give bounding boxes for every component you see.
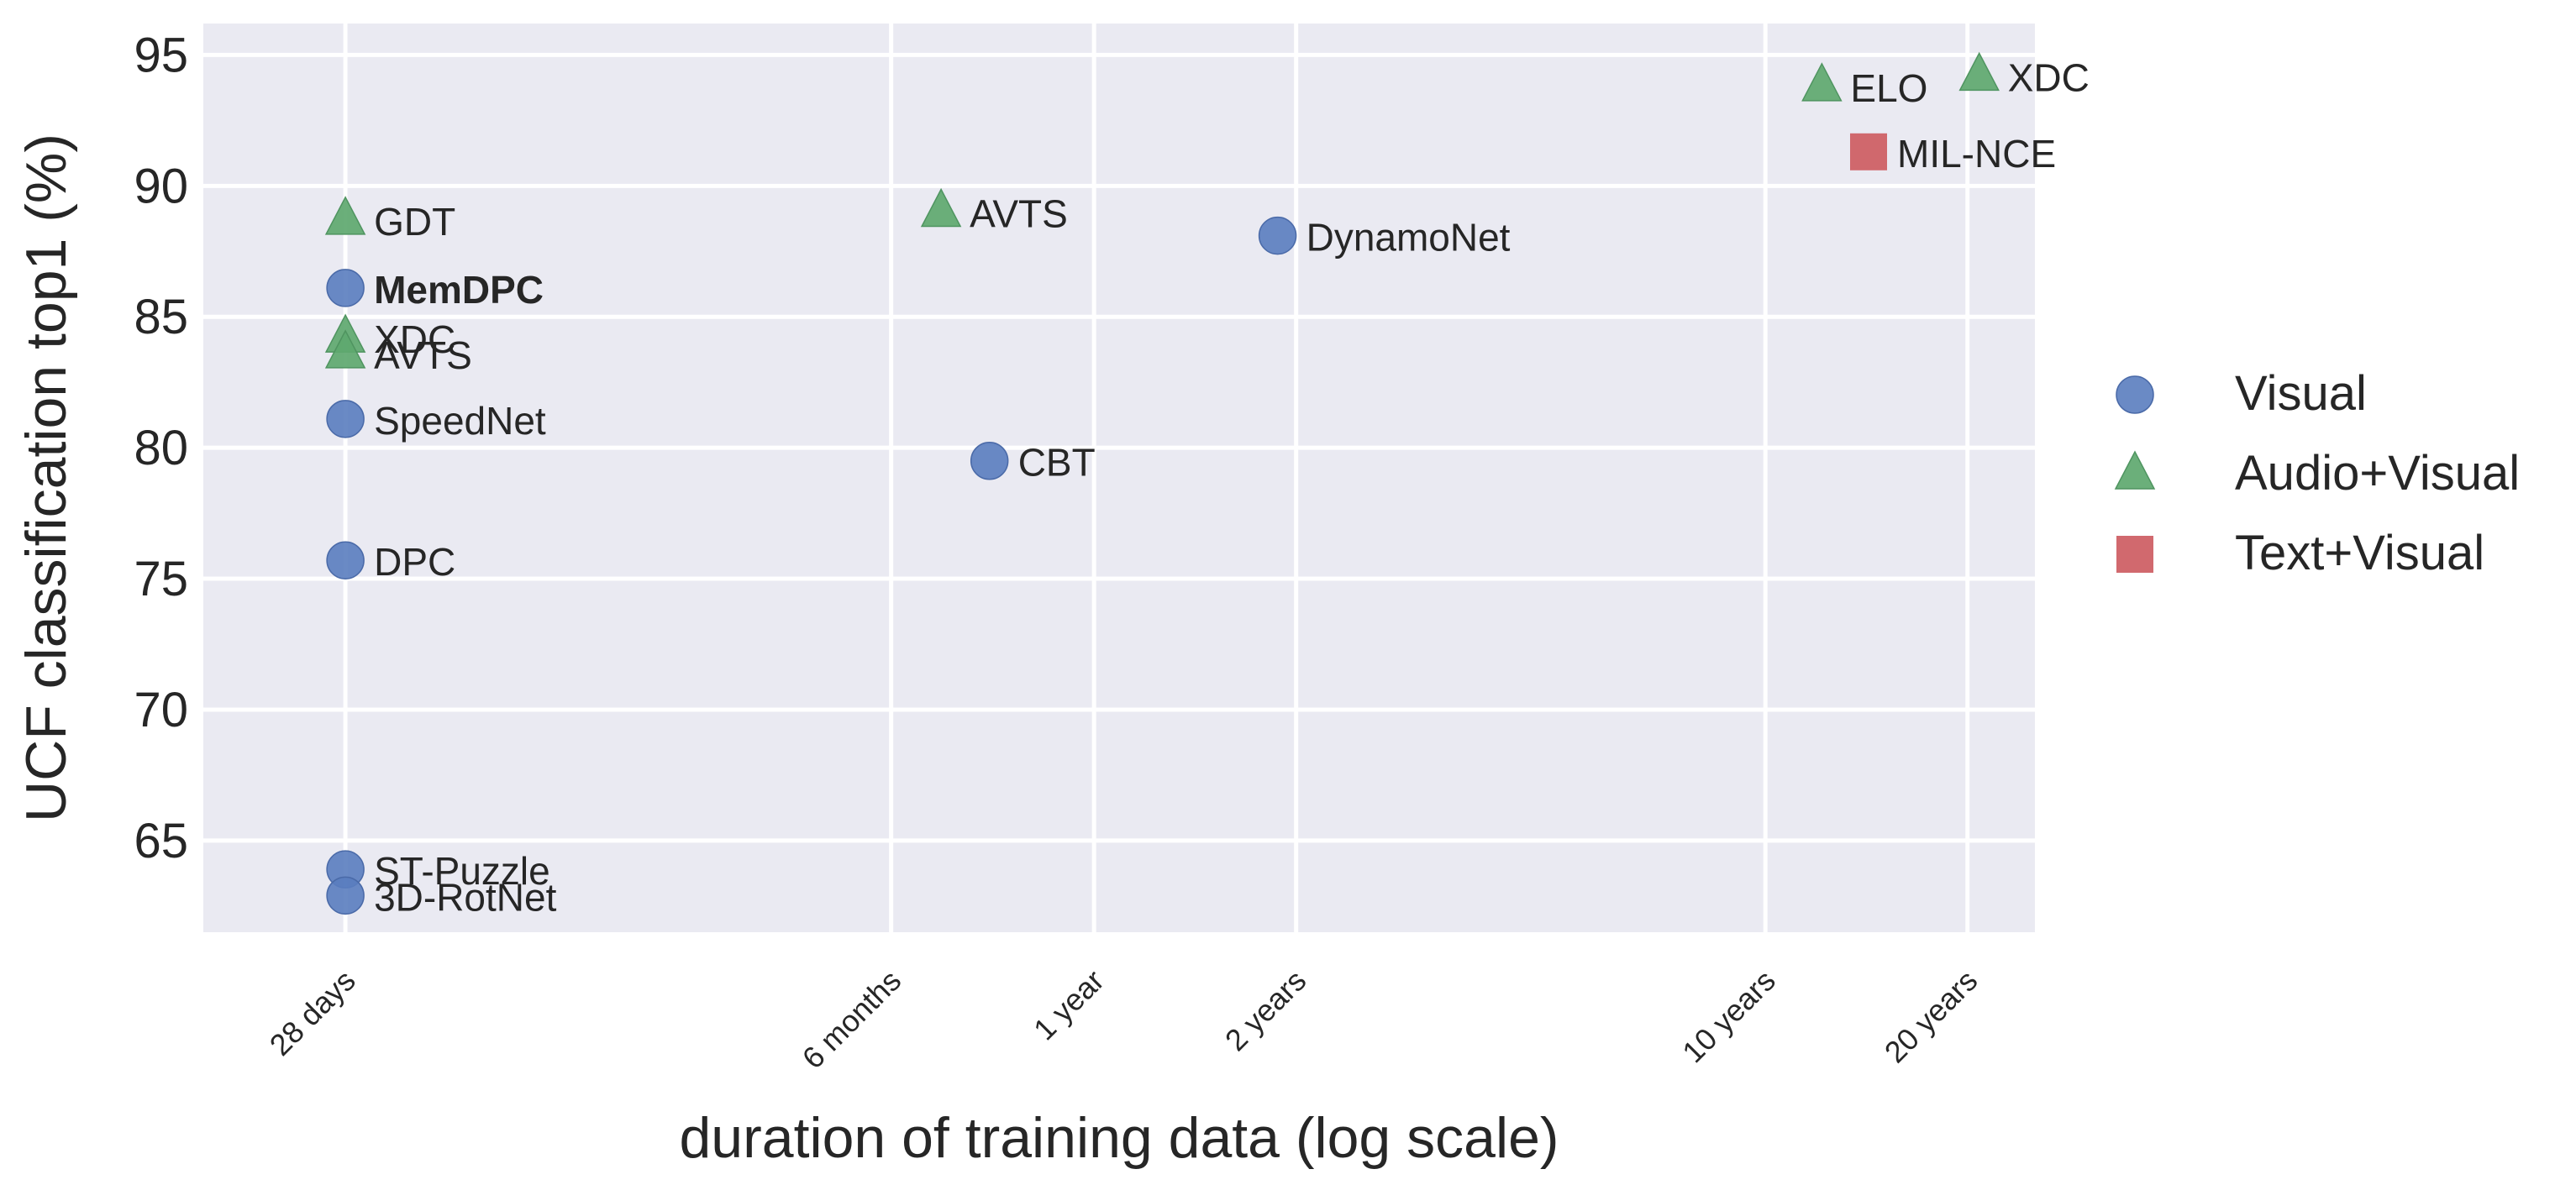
point-label: MIL-NCE <box>1897 132 2056 176</box>
x-tick-label: 1 year <box>1027 963 1111 1047</box>
point-label: ST-Puzzle <box>374 849 550 893</box>
point-label: XDC <box>374 317 455 361</box>
point-label: CBT <box>1018 441 1096 485</box>
point-label: XDC <box>2008 55 2090 99</box>
x-tick-label: 10 years <box>1675 963 1782 1070</box>
x-gridlines <box>343 24 1970 932</box>
plot-area <box>203 24 2035 932</box>
point-circle <box>326 541 365 579</box>
point-triangle <box>920 187 962 228</box>
point-triangle <box>1801 62 1843 102</box>
y-tick-label: 85 <box>134 290 188 344</box>
x-tick-label: 6 months <box>796 963 908 1076</box>
y-tick-labels: 65 70 75 80 85 90 95 <box>134 28 188 868</box>
y-tick-label: 90 <box>134 159 188 213</box>
point-label: ELO <box>1850 66 1927 110</box>
x-tick-label: 20 years <box>1878 963 1985 1070</box>
y-tick-label: 75 <box>134 552 188 606</box>
point-label: DPC <box>374 540 455 584</box>
y-tick-label: 65 <box>134 814 188 868</box>
point-triangle <box>324 196 366 235</box>
y-gridlines <box>203 52 2035 843</box>
y-tick-label: 70 <box>134 683 188 737</box>
legend-label: Visual <box>2235 366 2367 421</box>
legend-marker-triangle <box>2114 450 2156 490</box>
legend-label: Audio+Visual <box>2235 446 2520 501</box>
x-tick-label: 2 years <box>1218 963 1312 1057</box>
x-tick-labels: 28 days 6 months 1 year 2 years 10 years 20 y… <box>263 963 1985 1076</box>
point-circle <box>326 876 365 915</box>
point-circle <box>970 441 1009 480</box>
y-tick-label: 80 <box>134 421 188 475</box>
point-circle <box>326 400 365 438</box>
x-axis-label: duration of training data (log scale) <box>679 1106 1559 1170</box>
point-circle <box>326 269 365 307</box>
legend-label: Text+Visual <box>2235 526 2484 580</box>
y-axis-label: UCF classification top1 (%) <box>14 134 78 822</box>
point-triangle <box>1958 51 2000 92</box>
point-label: GDT <box>374 200 455 244</box>
point-label: MemDPC <box>374 268 544 312</box>
point-circle <box>1258 216 1297 255</box>
data-points <box>324 51 2000 915</box>
point-square <box>1850 133 1888 170</box>
point-label: 3D-RotNet <box>374 875 557 919</box>
legend: Visual Audio+Visual Text+Visual <box>2114 366 2520 580</box>
point-label: AVTS <box>374 333 472 377</box>
y-tick-label: 95 <box>134 28 188 82</box>
point-triangle <box>324 329 366 369</box>
point-label: DynamoNet <box>1306 216 1511 260</box>
point-label: AVTS <box>970 192 1068 236</box>
legend-marker-square <box>2116 536 2153 573</box>
x-tick-label: 28 days <box>263 963 362 1062</box>
legend-marker-circle <box>2116 375 2154 414</box>
point-label: SpeedNet <box>374 399 546 443</box>
